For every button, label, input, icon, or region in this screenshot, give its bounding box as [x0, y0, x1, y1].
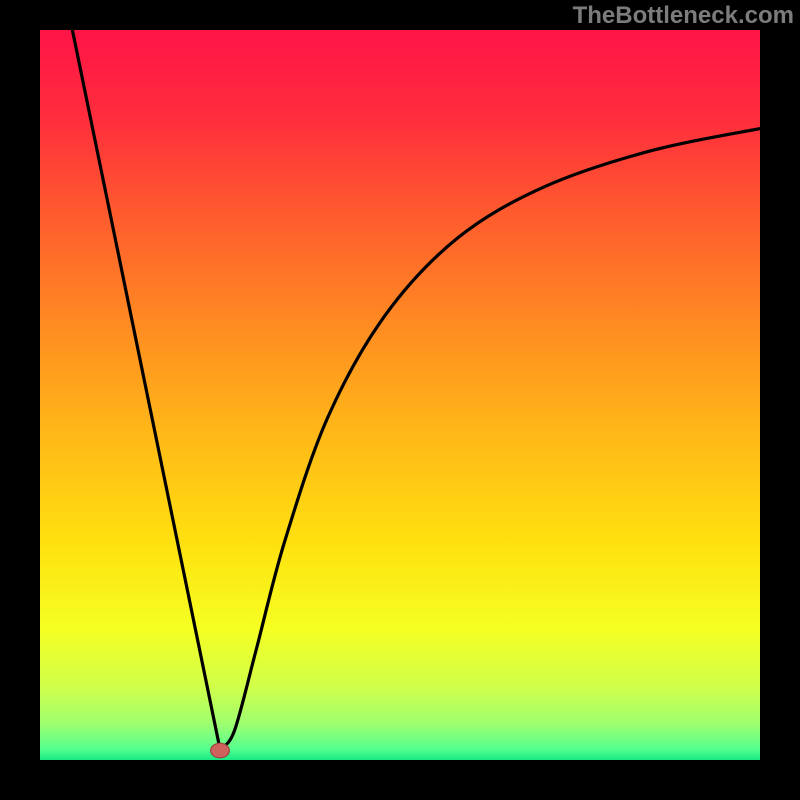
stage: TheBottleneck.com: [0, 0, 800, 800]
plot-area: [40, 30, 760, 760]
curve-layer: [40, 30, 760, 760]
watermark-text: TheBottleneck.com: [573, 2, 794, 30]
bottleneck-curve: [72, 30, 760, 749]
minimum-marker: [211, 743, 230, 758]
